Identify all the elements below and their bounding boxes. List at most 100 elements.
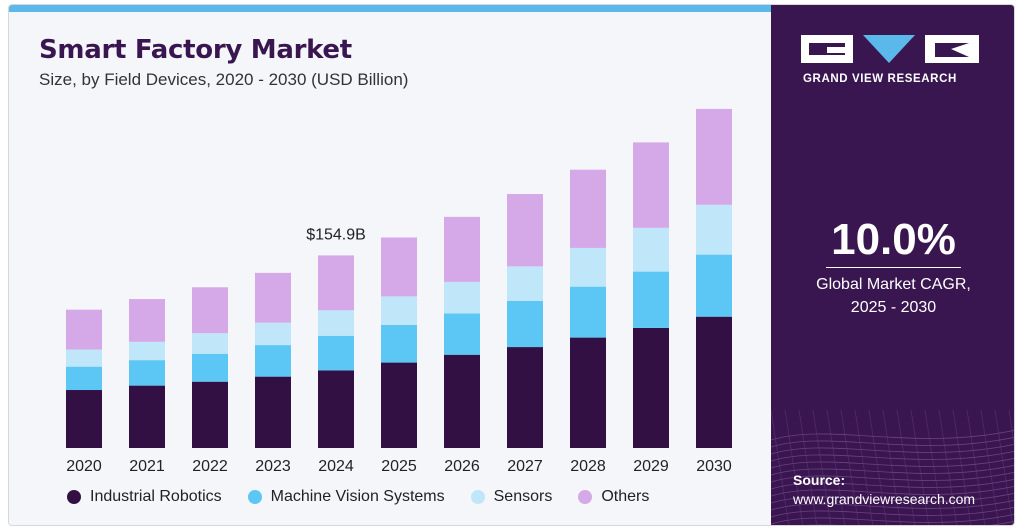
wave-line [798,410,818,525]
wave-line [771,506,1014,518]
bar-segment-machine-vision-systems-2022 [192,353,228,382]
wave-line [771,450,1014,462]
bar-segment-sensors-2024 [318,310,354,336]
legend-label-machine-vision-systems: Machine Vision Systems [270,488,445,505]
wave-line [980,410,1000,525]
bar-segment-industrial-robotics-2022 [192,381,228,448]
x-tick-label-2022: 2022 [192,458,228,475]
legend-item-machine-vision-systems: Machine Vision Systems [247,488,445,506]
wave-line [771,464,1014,476]
data-label-2024: $154.9B [306,226,366,243]
bar-segment-sensors-2020 [66,349,102,367]
bar-segment-others-2027 [507,194,543,267]
cagr-value: 10.0% [831,215,956,264]
chart-panel: Smart Factory Market Size, by Field Devi… [9,5,771,525]
bar-segment-industrial-robotics-2026 [444,354,480,448]
legend-label-sensors: Sensors [493,488,553,505]
wave-line [1008,410,1014,446]
wave-line [771,499,1014,511]
legend-item-others: Others [578,488,649,506]
info-panel: GRAND VIEW RESEARCH 10.0% Global Market … [771,5,1014,525]
wave-line [952,410,972,525]
bar-segment-sensors-2030 [696,204,732,255]
bar-segment-machine-vision-systems-2026 [444,313,480,355]
wave-line [938,410,958,525]
bar-segment-industrial-robotics-2028 [570,337,606,448]
legend-swatch-machine-vision-systems [247,490,262,504]
wave-line [840,410,860,525]
x-tick-label-2030: 2030 [696,458,732,475]
chart-legend: Industrial Robotics Machine Vision System… [67,485,675,509]
bar-segment-industrial-robotics-2025 [381,362,417,448]
bar-segment-machine-vision-systems-2023 [255,345,291,377]
bar-segment-sensors-2021 [129,341,165,361]
bar-segment-others-2023 [255,272,291,323]
grand-view-research-logo [801,35,979,63]
legend-swatch-industrial-robotics [67,490,81,504]
bar-segment-sensors-2022 [192,333,228,354]
wave-line [771,457,1014,469]
cagr-divider [826,267,961,268]
chart-card: Smart Factory Market Size, by Field Devi… [8,4,1015,526]
wave-line [784,410,804,525]
accent-bar [9,5,771,12]
wave-line [771,443,1014,455]
legend-item-industrial-robotics: Industrial Robotics [67,488,222,506]
bar-segment-machine-vision-systems-2027 [507,301,543,348]
bar-segment-sensors-2028 [570,247,606,287]
bar-segment-sensors-2029 [633,227,669,272]
bar-segment-others-2020 [66,309,102,350]
wave-line [771,485,1014,497]
wave-line [826,410,846,525]
brand-name: GRAND VIEW RESEARCH [803,73,957,85]
bar-segment-machine-vision-systems-2029 [633,271,669,328]
wave-line [896,410,916,525]
wave-line [812,410,832,525]
wave-line [771,513,1014,525]
wave-line [924,410,944,525]
bar-segment-industrial-robotics-2020 [66,390,102,448]
bar-segment-others-2029 [633,142,669,228]
bar-segment-sensors-2023 [255,322,291,346]
x-tick-label-2029: 2029 [633,458,669,475]
bar-segment-machine-vision-systems-2028 [570,286,606,338]
bar-segment-sensors-2027 [507,266,543,301]
bar-segment-machine-vision-systems-2020 [66,366,102,391]
source-label: Source: [793,472,846,488]
wave-line [771,436,1014,448]
cagr-label-line2: 2025 - 2030 [850,299,937,316]
bar-segment-industrial-robotics-2027 [507,347,543,448]
legend-item-sensors: Sensors [470,488,553,506]
bar-segment-industrial-robotics-2029 [633,327,669,448]
bar-segment-industrial-robotics-2030 [696,316,732,448]
x-tick-label-2024: 2024 [318,458,354,475]
bar-segment-others-2030 [696,108,732,205]
cagr-label: Global Market CAGR, 2025 - 2030 [771,273,1014,319]
chart-subtitle: Size, by Field Devices, 2020 - 2030 (USD… [39,70,409,89]
bar-segment-others-2026 [444,216,480,282]
legend-label-others: Others [601,488,650,505]
x-tick-label-2020: 2020 [66,458,102,475]
chart-title: Smart Factory Market [39,35,352,65]
bar-segment-machine-vision-systems-2025 [381,324,417,363]
bar-segment-machine-vision-systems-2024 [318,335,354,371]
wave-line [854,410,874,525]
bar-segment-sensors-2026 [444,281,480,314]
legend-swatch-sensors [470,490,485,504]
bar-segment-others-2028 [570,169,606,248]
x-tick-label-2027: 2027 [507,458,543,475]
bar-segment-others-2021 [129,299,165,342]
cagr-label-line1: Global Market CAGR, [816,276,971,293]
wave-line [994,410,1014,525]
bar-segment-others-2022 [192,287,228,334]
legend-label-industrial-robotics: Industrial Robotics [90,488,222,505]
source-url[interactable]: www.grandviewresearch.com [793,491,976,507]
x-tick-label-2025: 2025 [381,458,417,475]
bar-segment-others-2024 [318,255,354,311]
x-tick-label-2021: 2021 [129,458,165,475]
decorative-wave-pattern [771,410,1014,525]
wave-line [771,471,1014,483]
wave-line [771,492,1014,504]
bar-segment-others-2025 [381,237,417,297]
wave-line [910,410,930,525]
